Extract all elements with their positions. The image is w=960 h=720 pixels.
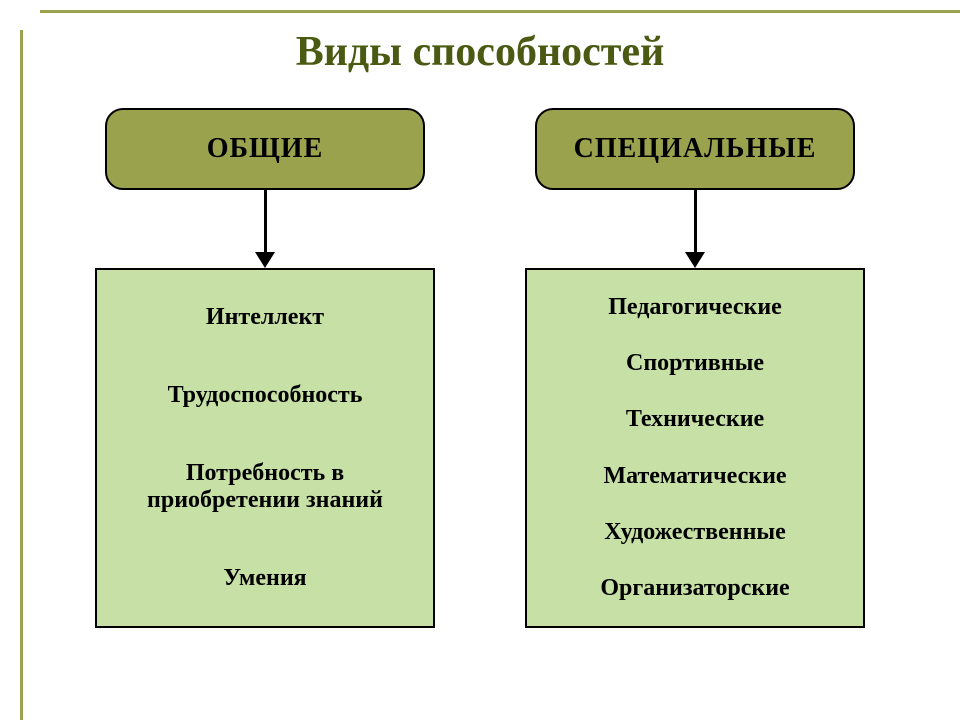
diagram-columns: ОБЩИЕ Интеллект Трудоспособность Потребн…: [0, 108, 960, 628]
list-item: Математические: [537, 463, 853, 490]
arrow-head-icon: [255, 252, 275, 268]
arrow-general: [255, 190, 275, 268]
list-item: Интеллект: [107, 304, 423, 331]
list-item: Трудоспособность: [107, 382, 423, 409]
arrow-special: [685, 190, 705, 268]
items-general: Интеллект Трудоспособность Потребность в…: [95, 268, 435, 628]
header-general-label: ОБЩИЕ: [207, 133, 324, 165]
header-general: ОБЩИЕ: [105, 108, 425, 190]
list-item: Спортивные: [537, 350, 853, 377]
column-special: СПЕЦИАЛЬНЫЕ Педагогические Спортивные Те…: [525, 108, 865, 628]
list-item: Потребность в приобретении знаний: [107, 460, 423, 514]
header-special: СПЕЦИАЛЬНЫЕ: [535, 108, 855, 190]
list-item: Организаторские: [537, 575, 853, 602]
header-special-label: СПЕЦИАЛЬНЫЕ: [574, 133, 817, 165]
decor-top-rule: [40, 10, 960, 13]
column-general: ОБЩИЕ Интеллект Трудоспособность Потребн…: [95, 108, 435, 628]
list-item: Умения: [107, 565, 423, 592]
list-item: Технические: [537, 406, 853, 433]
list-item: Педагогические: [537, 294, 853, 321]
list-item: Художественные: [537, 519, 853, 546]
arrow-shaft-icon: [264, 190, 267, 252]
items-special: Педагогические Спортивные Технические Ма…: [525, 268, 865, 628]
arrow-shaft-icon: [694, 190, 697, 252]
arrow-head-icon: [685, 252, 705, 268]
page-title: Виды способностей: [0, 28, 960, 76]
